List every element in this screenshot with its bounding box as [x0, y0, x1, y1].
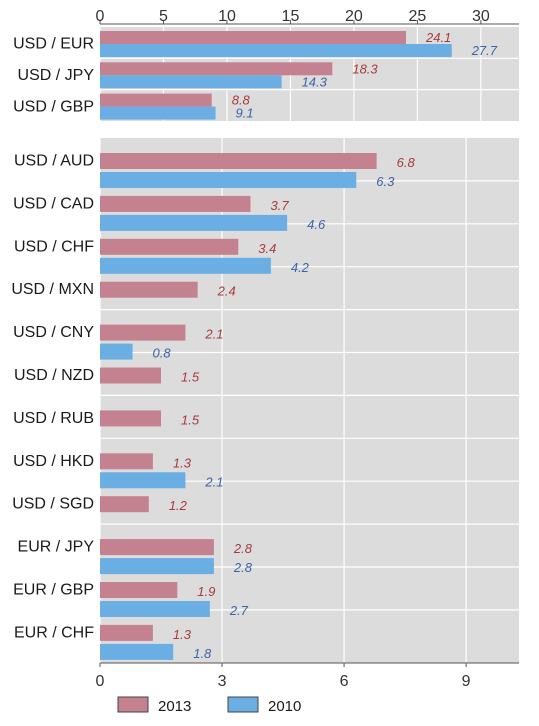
bar-2010-eur-chf	[100, 643, 174, 660]
category-label-usd-jpy: USD / JPY	[18, 67, 95, 84]
category-label-usd-mxn: USD / MXN	[11, 281, 94, 298]
data-label-2010-usd-cad: 4.6	[307, 217, 326, 232]
category-label-usd-cny: USD / CNY	[13, 324, 94, 341]
data-label-2013-usd-jpy: 18.3	[352, 61, 378, 76]
bar-2013-eur-jpy	[100, 539, 214, 556]
bar-2013-usd-cad	[100, 195, 251, 212]
legend: 2013 2010	[117, 696, 301, 715]
category-label-usd-cad: USD / CAD	[13, 195, 94, 212]
top-panel: 0 5 10 15 20 25 30 USD / EUR 24.1 27.7 USD / JPY 18…	[13, 8, 519, 121]
x-tick-label: 0	[96, 8, 105, 25]
data-label-2013-usd-rub: 1.5	[181, 412, 200, 427]
bar-2013-eur-chf	[100, 624, 153, 641]
category-label-eur-gbp: EUR / GBP	[13, 581, 94, 598]
bar-2013-usd-nzd	[100, 367, 162, 384]
data-label-2010-usd-gbp: 9.1	[236, 106, 254, 121]
category-label-eur-chf: EUR / CHF	[14, 624, 94, 641]
bar-2013-usd-gbp	[100, 93, 212, 107]
category-label-usd-sgd: USD / SGD	[12, 496, 94, 513]
bar-2013-usd-aud	[100, 153, 377, 169]
legend-swatch-2010	[227, 696, 259, 713]
data-label-2010-usd-hkd: 2.1	[204, 474, 223, 489]
data-label-2013-usd-chf: 3.4	[258, 241, 276, 256]
data-label-2013-usd-gbp: 8.8	[232, 93, 251, 108]
data-label-2013-usd-sgd: 1.2	[169, 498, 188, 513]
data-label-2013-usd-cny: 2.1	[204, 327, 223, 342]
bottom-panel: 0 3 6 9 USD / AUD 6.86.3 USD / CAD 3.7 4.6 USD / …	[11, 138, 519, 690]
category-label-usd-rub: USD / RUB	[13, 410, 94, 427]
legend-label-2010: 2010	[268, 698, 301, 715]
data-label-2013-eur-gbp: 1.9	[197, 584, 215, 599]
bar-2013-usd-eur	[100, 31, 406, 44]
category-label-usd-aud: USD / AUD	[14, 152, 94, 169]
data-label-2010-eur-gbp: 2.7	[229, 603, 249, 618]
category-label-eur-jpy: EUR / JPY	[18, 539, 95, 556]
data-label-2010-usd-aud: 6.3	[376, 174, 395, 189]
category-label-usd-gbp: USD / GBP	[13, 98, 94, 115]
bar-2010-usd-jpy	[100, 75, 282, 89]
data-label-2010-eur-chf: 1.8	[193, 646, 212, 661]
x-tick-label: 9	[462, 673, 471, 690]
x-tick-label: 3	[218, 673, 227, 690]
data-label-2013-usd-eur: 24.1	[425, 30, 451, 45]
bar-2010-usd-eur	[100, 44, 452, 57]
data-label-2010-usd-jpy: 14.3	[302, 74, 328, 89]
bar-2010-eur-gbp	[100, 601, 210, 617]
data-label-2010-eur-jpy: 2.8	[233, 560, 253, 575]
bar-2010-usd-cad	[100, 214, 288, 231]
bar-2013-usd-jpy	[100, 62, 333, 76]
x-tick-label: 0	[96, 673, 105, 690]
data-label-2010-usd-chf: 4.2	[291, 260, 310, 275]
x-tick-label: 25	[409, 8, 427, 25]
data-label-2013-eur-jpy: 2.8	[233, 541, 253, 556]
x-tick-label: 5	[159, 8, 168, 25]
data-label-2010-usd-eur: 27.7	[471, 43, 498, 58]
x-tick-label: 10	[218, 8, 236, 25]
data-label-2013-usd-aud: 6.8	[397, 155, 416, 170]
bar-2013-usd-sgd	[100, 496, 149, 513]
bar-2013-usd-rub	[100, 410, 162, 427]
bar-2010-usd-chf	[100, 257, 271, 274]
data-label-2010-usd-cny: 0.8	[153, 346, 172, 361]
bar-2010-usd-cny	[100, 343, 133, 360]
bar-2010-usd-aud	[100, 172, 357, 188]
x-tick-label: 30	[472, 8, 490, 25]
bar-2013-usd-hkd	[100, 453, 153, 470]
bar-2013-usd-chf	[100, 238, 239, 255]
data-label-2013-usd-hkd: 1.3	[173, 455, 192, 470]
bar-2013-usd-mxn	[100, 281, 198, 298]
legend-swatch-2013	[117, 696, 149, 713]
category-label-usd-hkd: USD / HKD	[13, 453, 94, 470]
bar-2013-eur-gbp	[100, 582, 178, 598]
bar-2010-eur-jpy	[100, 558, 214, 575]
x-tick-label: 6	[340, 673, 349, 690]
bar-2010-usd-gbp	[100, 106, 216, 120]
legend-label-2013: 2013	[158, 698, 191, 715]
data-label-2013-usd-cad: 3.7	[271, 198, 290, 213]
data-label-2013-usd-nzd: 1.5	[181, 370, 200, 385]
x-tick-label: 20	[345, 8, 363, 25]
bar-2010-usd-hkd	[100, 472, 186, 489]
category-label-usd-eur: USD / EUR	[13, 36, 94, 53]
category-label-usd-nzd: USD / NZD	[14, 367, 94, 384]
category-label-usd-chf: USD / CHF	[14, 238, 94, 255]
bar-2013-usd-cny	[100, 324, 186, 341]
data-label-2013-eur-chf: 1.3	[173, 627, 192, 642]
data-label-2013-usd-mxn: 2.4	[217, 284, 236, 299]
x-tick-label: 15	[282, 8, 300, 25]
